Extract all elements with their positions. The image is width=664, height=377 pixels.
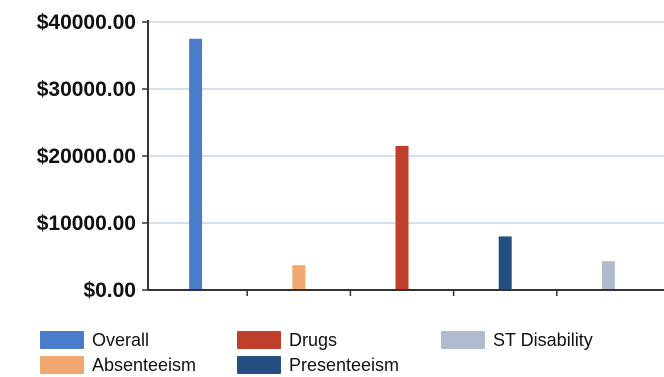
bars [189, 38, 615, 290]
y-tick-label: $30000.00 [37, 78, 136, 101]
y-tick-label: $20000.00 [37, 145, 136, 168]
axes [147, 20, 664, 296]
y-tick-label: $10000.00 [37, 212, 136, 235]
bar-overall [189, 38, 203, 290]
y-tick-label: $40000.00 [37, 11, 136, 34]
y-axis-ticks: $0.00 $10000.00 $20000.00 $30000.00 $40000.0… [37, 11, 148, 302]
bar-absenteeism [292, 265, 306, 290]
bar-presenteeism [498, 236, 512, 290]
y-tick-label: $0.00 [83, 279, 136, 302]
bar-drugs [395, 145, 409, 290]
bar-st-disability [601, 261, 615, 290]
